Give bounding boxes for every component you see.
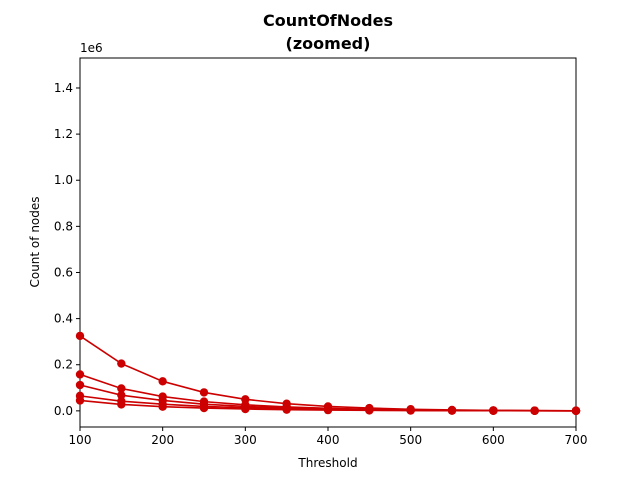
y-tick-label: 1.2 <box>54 127 73 141</box>
data-point <box>447 406 457 415</box>
x-tick-label: 200 <box>151 433 174 447</box>
series-5 <box>75 396 581 416</box>
data-point <box>199 403 209 413</box>
data-point <box>323 405 333 415</box>
data-point <box>117 359 126 368</box>
data-point <box>406 406 415 415</box>
y-axis: 0.0 0.2 0.4 0.6 0.8 1.0 1.2 1.4 <box>54 81 80 418</box>
y-tick-label: 1.0 <box>54 173 73 187</box>
data-point <box>241 404 250 414</box>
data-point <box>158 402 167 411</box>
data-point <box>117 384 126 393</box>
y-tick-label: 0.0 <box>54 404 73 418</box>
plot-frame <box>79 57 577 428</box>
x-tick-label: 400 <box>317 433 340 447</box>
x-tick-label: 600 <box>482 433 505 447</box>
data-point <box>530 406 539 415</box>
chart-title: CountOfNodes <box>263 11 393 30</box>
x-tick-label: 700 <box>565 433 588 447</box>
y-axis-label: Count of nodes <box>28 196 42 287</box>
y-tick-label: 0.2 <box>54 358 73 372</box>
data-point <box>365 406 374 415</box>
y-scale-offset-label: 1e6 <box>80 41 103 55</box>
y-tick-label: 1.4 <box>54 81 73 95</box>
data-point <box>282 405 291 414</box>
data-point <box>199 388 209 397</box>
series-group <box>75 331 581 416</box>
data-point <box>117 390 126 400</box>
x-axis: 100 200 300 400 500 600 700 <box>69 427 588 447</box>
chart-subtitle: (zoomed) <box>286 34 371 53</box>
y-tick-label: 0.8 <box>54 219 73 233</box>
x-axis-label: Threshold <box>297 456 357 470</box>
y-tick-label: 0.4 <box>54 312 73 326</box>
x-tick-label: 300 <box>234 433 257 447</box>
data-point <box>75 370 85 379</box>
data-point <box>158 377 167 386</box>
x-tick-label: 500 <box>399 433 422 447</box>
data-point <box>75 380 85 390</box>
data-point <box>571 406 581 416</box>
y-tick-label: 0.6 <box>54 265 73 279</box>
data-point <box>117 400 126 409</box>
data-point <box>75 396 85 405</box>
data-point <box>489 406 498 415</box>
x-tick-label: 100 <box>69 433 92 447</box>
data-point <box>75 331 85 341</box>
plot-area <box>79 57 577 428</box>
